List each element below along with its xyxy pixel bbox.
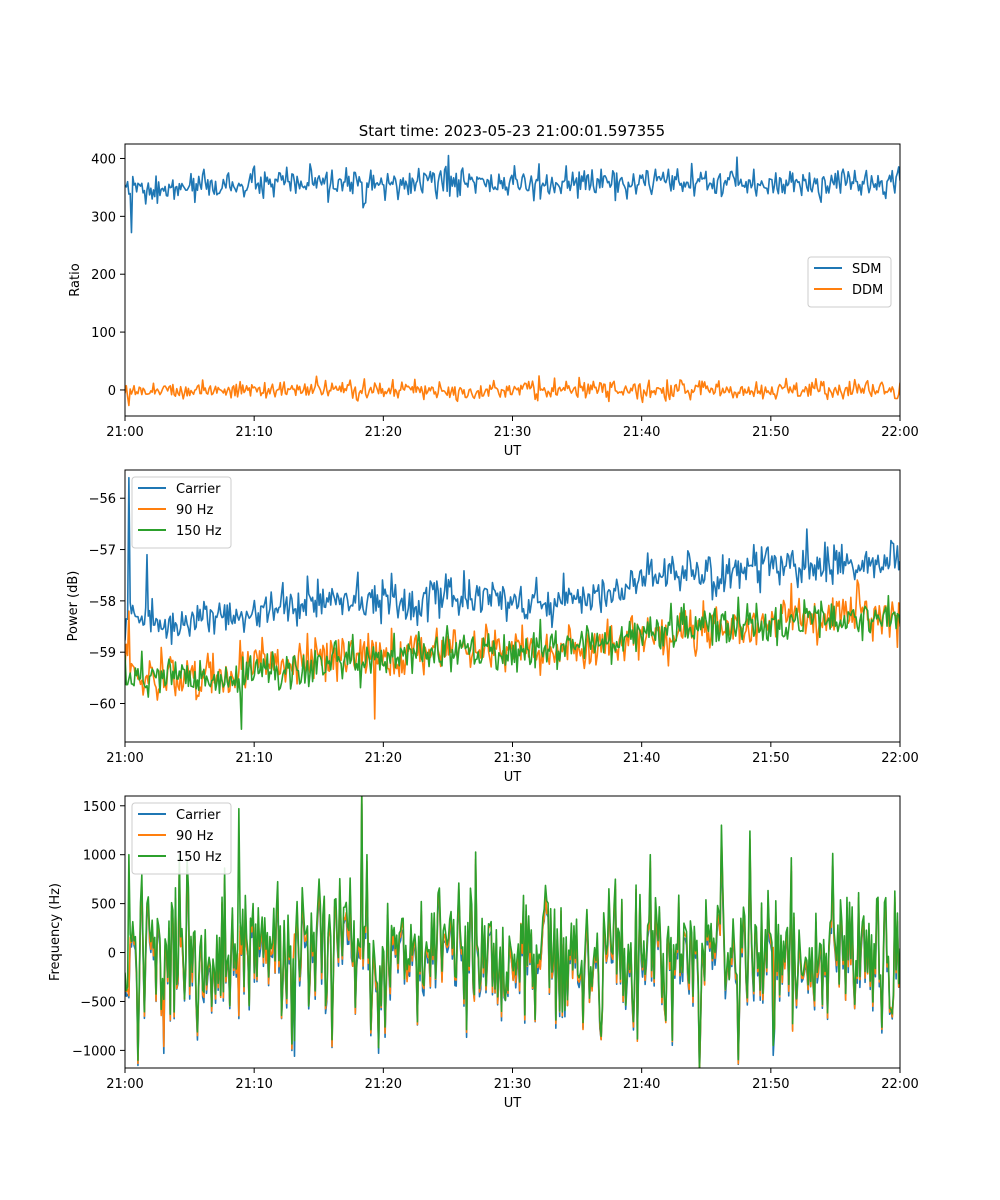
x-tick-label: 21:40 xyxy=(623,751,660,766)
legend-label-sdm: SDM xyxy=(852,262,881,277)
x-tick-label: 21:40 xyxy=(623,1077,660,1092)
x-axis-label: UT xyxy=(504,1096,522,1111)
series-line-sdm xyxy=(125,154,900,234)
y-tick-label: −60 xyxy=(89,698,116,713)
y-tick-label: 500 xyxy=(91,898,116,913)
series-lines xyxy=(125,476,900,730)
y-tick-label: −1000 xyxy=(72,1044,116,1059)
y-tick-label: 300 xyxy=(91,210,116,225)
series-line-carrier xyxy=(125,476,900,646)
x-tick-label: 21:50 xyxy=(752,425,789,440)
y-tick-label: 400 xyxy=(91,152,116,167)
y-tick-label: −56 xyxy=(89,492,116,507)
series-lines xyxy=(125,796,900,1068)
x-tick-label: 21:20 xyxy=(365,751,402,766)
x-tick-label: 22:00 xyxy=(881,425,918,440)
y-tick-label: 200 xyxy=(91,268,116,283)
legend-label-carrier: Carrier xyxy=(176,482,221,497)
legend: Carrier 90 Hz 150 Hz xyxy=(131,802,232,875)
x-tick-label: 21:30 xyxy=(494,751,531,766)
x-tick-label: 21:40 xyxy=(623,425,660,440)
x-tick-label: 22:00 xyxy=(881,751,918,766)
x-tick-label: 21:00 xyxy=(106,425,143,440)
legend-label-150-hz: 150 Hz xyxy=(176,524,222,539)
y-axis-label: Frequency (Hz) xyxy=(48,883,63,981)
legend-label-90-hz: 90 Hz xyxy=(176,829,213,844)
series-line-150-hz xyxy=(125,796,900,1068)
power-panel: 21:00 21:10 21:20 21:30 21:40 21:50 22:00 −60 −5… xyxy=(66,469,919,785)
x-tick-label: 21:00 xyxy=(106,1077,143,1092)
y-tick-label: −57 xyxy=(89,544,116,559)
series-line-ddm xyxy=(125,375,900,407)
y-tick-label: −500 xyxy=(80,995,116,1010)
legend-label-150-hz: 150 Hz xyxy=(176,850,222,865)
y-tick-label: −59 xyxy=(89,646,116,661)
series-lines xyxy=(125,154,900,407)
x-tick-label: 21:50 xyxy=(752,751,789,766)
legend-label-ddm: DDM xyxy=(852,283,883,298)
legend-label-carrier: Carrier xyxy=(176,808,221,823)
x-tick-label: 22:00 xyxy=(881,1077,918,1092)
y-tick-label: 100 xyxy=(91,326,116,341)
legend-box xyxy=(807,256,892,308)
x-tick-label: 21:30 xyxy=(494,1077,531,1092)
x-tick-label: 21:10 xyxy=(235,425,272,440)
series-line-150-hz xyxy=(125,594,900,730)
x-tick-label: 21:00 xyxy=(106,751,143,766)
x-axis-label: UT xyxy=(504,444,522,459)
chart-title: Start time: 2023-05-23 21:00:01.597355 xyxy=(359,122,665,140)
legend-label-90-hz: 90 Hz xyxy=(176,503,213,518)
ratio-panel: 21:00 21:10 21:20 21:30 21:40 21:50 22:00 0 100 2… xyxy=(68,143,919,459)
x-tick-label: 21:20 xyxy=(365,425,402,440)
x-tick-label: 21:10 xyxy=(235,751,272,766)
legend: Carrier 90 Hz 150 Hz xyxy=(131,476,232,549)
y-axis-label: Power (dB) xyxy=(66,571,81,642)
x-tick-label: 21:30 xyxy=(494,425,531,440)
y-tick-label: 0 xyxy=(108,384,116,399)
y-tick-label: −58 xyxy=(89,595,116,610)
x-tick-label: 21:10 xyxy=(235,1077,272,1092)
x-axis-label: UT xyxy=(504,770,522,785)
plot-area xyxy=(125,144,900,416)
y-axis-label: Ratio xyxy=(68,263,83,296)
y-tick-label: 1000 xyxy=(83,849,116,864)
legend: SDM DDM xyxy=(807,256,892,308)
y-tick-label: 0 xyxy=(108,947,116,962)
x-tick-label: 21:20 xyxy=(365,1077,402,1092)
frequency-panel: 21:00 21:10 21:20 21:30 21:40 21:50 22:00 −1000… xyxy=(48,795,919,1111)
y-tick-label: 1500 xyxy=(83,800,116,815)
x-tick-label: 21:50 xyxy=(752,1077,789,1092)
